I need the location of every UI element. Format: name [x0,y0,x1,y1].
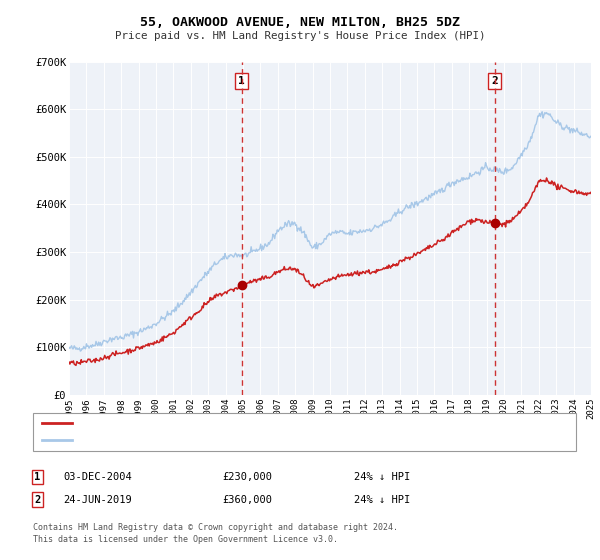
Text: 03-DEC-2004: 03-DEC-2004 [63,472,132,482]
Text: 1: 1 [238,76,245,86]
Text: 24-JUN-2019: 24-JUN-2019 [63,494,132,505]
Text: £230,000: £230,000 [222,472,272,482]
Text: 24% ↓ HPI: 24% ↓ HPI [354,472,410,482]
Text: 55, OAKWOOD AVENUE, NEW MILTON, BH25 5DZ (detached house): 55, OAKWOOD AVENUE, NEW MILTON, BH25 5DZ… [78,418,413,428]
Text: 24% ↓ HPI: 24% ↓ HPI [354,494,410,505]
Text: Contains HM Land Registry data © Crown copyright and database right 2024.: Contains HM Land Registry data © Crown c… [33,523,398,532]
Text: 55, OAKWOOD AVENUE, NEW MILTON, BH25 5DZ: 55, OAKWOOD AVENUE, NEW MILTON, BH25 5DZ [140,16,460,29]
Text: This data is licensed under the Open Government Licence v3.0.: This data is licensed under the Open Gov… [33,535,338,544]
Text: 2: 2 [491,76,499,86]
Text: Price paid vs. HM Land Registry's House Price Index (HPI): Price paid vs. HM Land Registry's House … [115,31,485,41]
Text: HPI: Average price, detached house, New Forest: HPI: Average price, detached house, New … [78,435,348,445]
Text: 2: 2 [34,494,40,505]
Text: £360,000: £360,000 [222,494,272,505]
Text: 1: 1 [34,472,40,482]
